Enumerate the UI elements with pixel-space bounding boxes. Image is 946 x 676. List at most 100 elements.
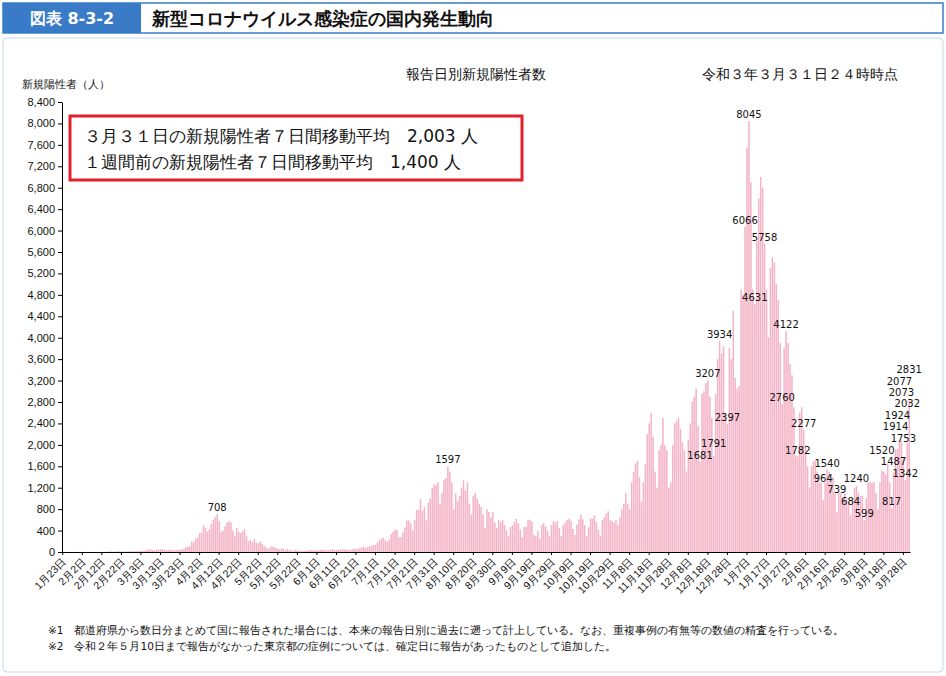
data-label: 1791 [701, 438, 726, 449]
x-axis: 1月23日2月2日2月12日2月22日3月3日3月13日3月23日4月2日4月1… [32, 552, 911, 596]
bar [582, 519, 584, 552]
bar [293, 551, 295, 552]
bar [166, 550, 168, 552]
bar [105, 552, 107, 553]
y-tick-label: 2,000 [27, 439, 55, 451]
bar [676, 421, 678, 552]
bar [476, 498, 478, 552]
y-tick-label: 400 [37, 525, 55, 537]
bar [455, 493, 457, 552]
bar [592, 519, 594, 552]
data-label: 1753 [891, 433, 916, 444]
bar [836, 512, 838, 552]
x-tick-mark [101, 552, 102, 555]
bar [907, 443, 909, 552]
bar [893, 472, 895, 552]
bar [256, 543, 258, 552]
y-tick: 5,200 [27, 267, 62, 279]
bar [408, 520, 410, 552]
bar [590, 518, 592, 552]
footnote: ※1 都道府県から数日分まとめて国に報告された場合には、本来の報告日別に過去に遡… [48, 624, 844, 636]
y-tick: 8,000 [27, 117, 62, 129]
bar [500, 522, 502, 552]
bar [254, 539, 256, 552]
bar [678, 418, 680, 552]
bar [99, 552, 101, 553]
data-label: 1240 [844, 473, 869, 484]
bar [478, 504, 480, 552]
bar [175, 550, 177, 552]
bar [543, 523, 545, 552]
bar [76, 551, 78, 552]
bar [394, 530, 396, 553]
data-label: 1520 [869, 445, 894, 456]
x-tick-mark [844, 552, 845, 555]
bar [328, 550, 330, 552]
bar [486, 509, 488, 552]
x-tick-mark [492, 552, 493, 555]
bar [691, 402, 693, 552]
callout-frame [70, 116, 522, 180]
bar [684, 450, 686, 552]
y-tick-mark [58, 552, 62, 553]
bar [609, 520, 611, 552]
bar [807, 466, 809, 552]
bar [668, 488, 670, 552]
bar [615, 520, 617, 552]
y-tick: 6,000 [27, 225, 62, 237]
bar [353, 549, 355, 552]
bar [637, 461, 639, 552]
y-tick: 6,400 [27, 203, 62, 215]
bar [439, 504, 441, 552]
y-tick-mark [58, 123, 62, 124]
bar [87, 552, 89, 553]
bar [160, 549, 162, 552]
bar [430, 498, 432, 552]
bar [559, 528, 561, 552]
data-label: 684 [841, 496, 860, 507]
bar [463, 480, 465, 552]
bar [404, 527, 406, 552]
bar [465, 490, 467, 552]
data-label: 2760 [769, 392, 794, 403]
bar [811, 466, 813, 552]
bar [148, 549, 150, 552]
bar [514, 522, 516, 552]
chart-root: 図表 8-3-2新型コロナウイルス感染症の国内発生動向報告日別新規陽性者数令和３… [0, 0, 946, 676]
bar [197, 538, 199, 552]
y-tick-mark [58, 316, 62, 317]
bar [218, 521, 220, 552]
bar [525, 527, 527, 552]
y-tick: 4,400 [27, 310, 62, 322]
y-tick: 8,400 [27, 96, 62, 108]
x-tick-mark [375, 552, 376, 555]
bar [170, 550, 172, 552]
y-tick-mark [58, 423, 62, 424]
bar [173, 550, 175, 552]
bar [308, 550, 310, 552]
x-tick-mark [121, 552, 122, 555]
bar [733, 311, 735, 552]
bar [881, 471, 883, 552]
bar [607, 511, 609, 552]
bar [848, 501, 850, 552]
callout-line: １週間前の新規陽性者７日間移動平均 1,400 人 [84, 152, 461, 172]
bar [85, 551, 87, 552]
bar [146, 550, 148, 552]
bar [230, 523, 232, 552]
bar [652, 437, 654, 552]
data-label: 964 [814, 473, 833, 484]
bar [334, 550, 336, 552]
y-tick: 2,000 [27, 439, 62, 451]
y-tick-mark [58, 231, 62, 232]
x-tick-mark [590, 552, 591, 555]
bar [549, 536, 551, 552]
y-tick-mark [58, 188, 62, 189]
y-tick-label: 6,000 [27, 225, 55, 237]
bar [660, 445, 662, 552]
bar [236, 528, 238, 552]
bar [232, 531, 234, 552]
x-tick-mark [786, 552, 787, 555]
bar [774, 263, 776, 552]
data-label: 1782 [785, 445, 810, 456]
